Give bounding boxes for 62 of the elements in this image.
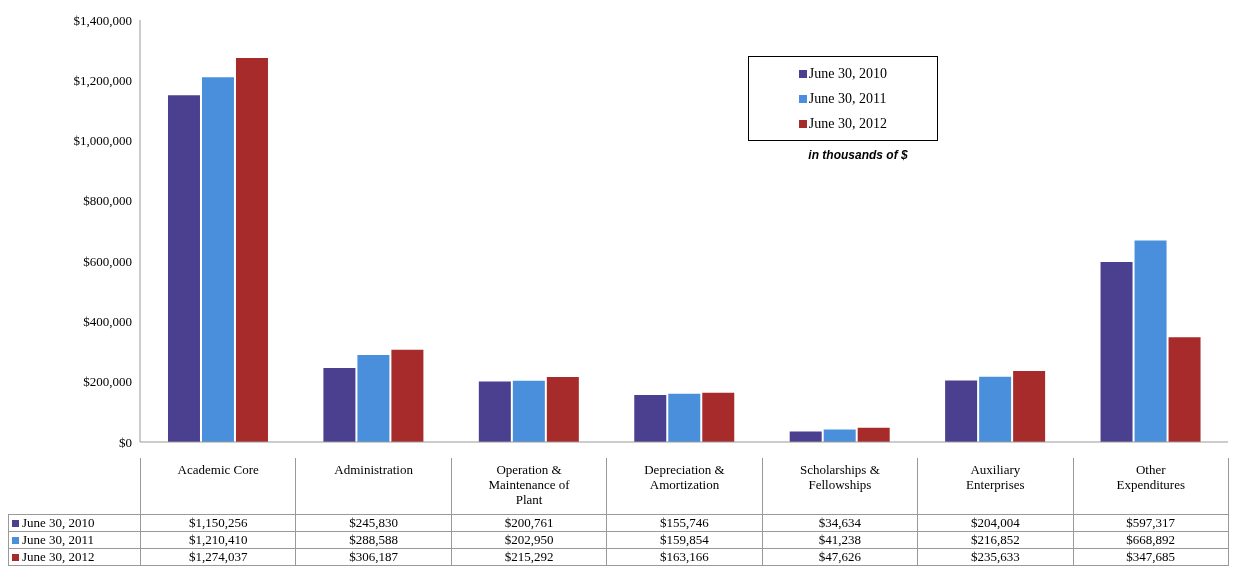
bar: [391, 349, 424, 442]
y-tick-label: $1,200,000: [73, 72, 132, 88]
bar: [634, 395, 667, 442]
data-label: $163,166: [606, 548, 763, 566]
bar: [1100, 261, 1133, 442]
data-label: $1,150,256: [140, 514, 296, 532]
data-label: $668,892: [1073, 531, 1229, 549]
data-label: $306,187: [295, 548, 452, 566]
y-tick-label: $800,000: [83, 193, 132, 209]
data-label: $41,238: [762, 531, 918, 549]
data-label: $216,852: [917, 531, 1074, 549]
data-label: $597,317: [1073, 514, 1229, 532]
data-label: $347,685: [1073, 548, 1229, 566]
bar: [1134, 240, 1167, 442]
data-label: $34,634: [762, 514, 918, 532]
y-tick-label: $0: [119, 434, 132, 450]
x-tick-label: Scholarships & Fellowships: [762, 458, 918, 515]
x-tick-label: Auxiliary Enterprises: [917, 458, 1074, 515]
bar: [857, 427, 890, 442]
annotation: in thousands of $: [807, 148, 909, 162]
data-label: $159,854: [606, 531, 763, 549]
data-label: $215,292: [451, 548, 607, 566]
y-tick-label: $400,000: [83, 314, 132, 330]
x-tick-label: Other Expenditures: [1073, 458, 1229, 515]
x-tick-label: Academic Core: [140, 458, 296, 515]
bar: [235, 57, 268, 442]
y-tick-label: $200,000: [83, 374, 132, 390]
data-label: $288,588: [295, 531, 452, 549]
y-tick-label: $1,000,000: [73, 133, 132, 149]
bar: [668, 393, 701, 442]
legend-label: June 30, 2011: [808, 90, 887, 107]
x-tick-label: Administration: [295, 458, 452, 515]
legend-label: June 30, 2012: [808, 115, 887, 132]
bar: [702, 392, 735, 442]
y-tick-label: $600,000: [83, 253, 132, 269]
data-label: $245,830: [295, 514, 452, 532]
bar: [512, 380, 545, 442]
bar: [1013, 370, 1046, 442]
bar: [357, 355, 390, 442]
bar: [979, 376, 1012, 442]
bar: [201, 77, 234, 442]
data-label: $235,633: [917, 548, 1074, 566]
data-label: $204,004: [917, 514, 1074, 532]
legend-label: June 30, 2010: [808, 65, 887, 82]
bar: [546, 377, 579, 442]
x-tick-label: Operation & Maintenance of Plant: [451, 458, 607, 515]
text: June 30, 2011: [22, 532, 95, 547]
data-label: $47,626: [762, 548, 918, 566]
data-label: $155,746: [606, 514, 763, 532]
bar: [945, 380, 978, 442]
text: June 30, 2010: [22, 515, 95, 530]
bar: [323, 367, 356, 442]
x-tick-label: Depreciation & Amortization: [606, 458, 763, 515]
text: June 30, 2012: [22, 549, 95, 564]
data-label: $1,210,410: [140, 531, 296, 549]
bar: [478, 381, 511, 442]
bar: [167, 95, 200, 442]
bar: [1168, 337, 1201, 442]
data-label: $200,761: [451, 514, 607, 532]
data-label: $202,950: [451, 531, 607, 549]
y-tick-label: $1,400,000: [73, 12, 132, 28]
data-label: $1,274,037: [140, 548, 296, 566]
